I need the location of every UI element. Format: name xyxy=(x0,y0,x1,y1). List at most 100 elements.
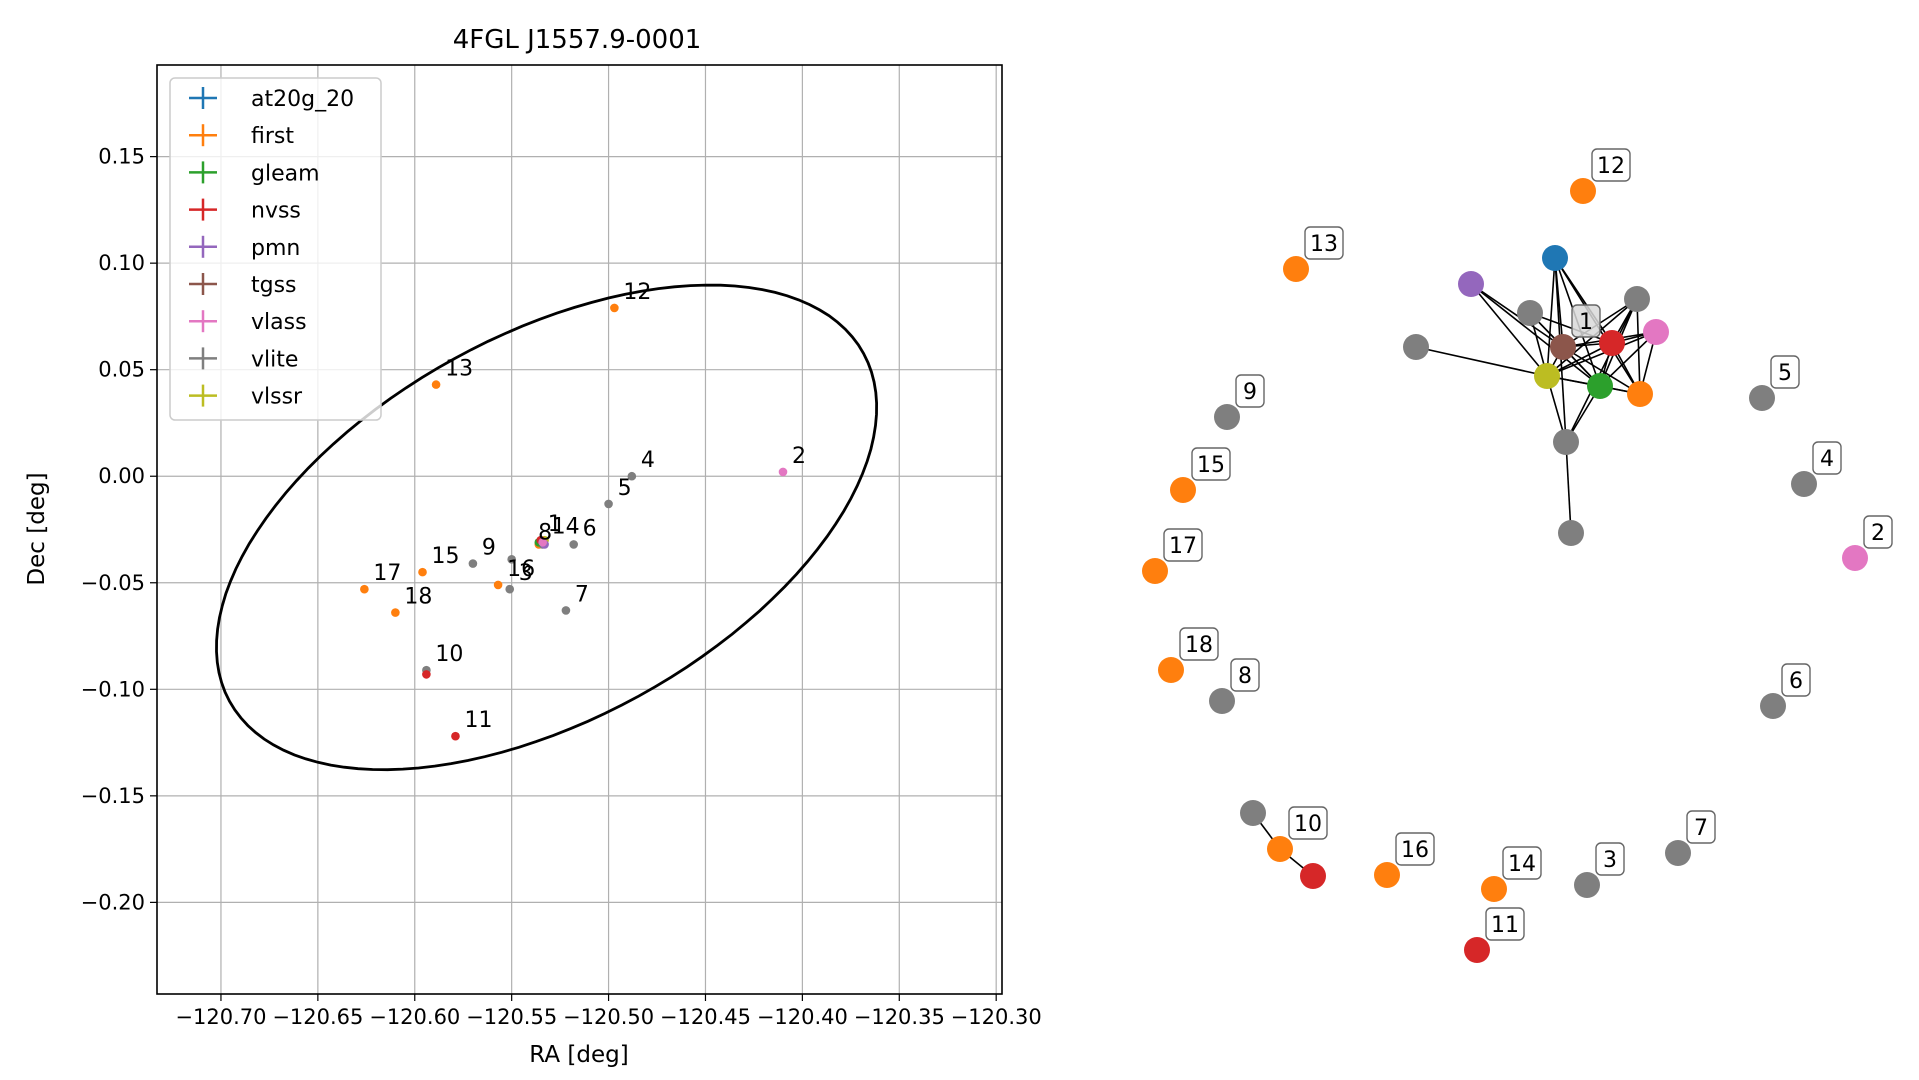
point-annotation: 2 xyxy=(792,444,806,469)
node-label-box xyxy=(1304,226,1344,260)
node-label-box xyxy=(1686,810,1716,844)
graph-node-vlite xyxy=(1558,520,1584,546)
graph-node-vlass xyxy=(1842,545,1868,571)
graph-node-vlite xyxy=(1665,840,1691,866)
x-tick-label: −120.40 xyxy=(757,1005,848,1029)
node-label: 8 xyxy=(1230,658,1260,692)
grid-layer xyxy=(157,65,1002,994)
graph-node-vlite xyxy=(1574,872,1600,898)
legend-entry: at20g_20 xyxy=(189,87,354,112)
node-label-box xyxy=(1595,842,1625,876)
node-label-box xyxy=(1163,528,1203,562)
graph-edge xyxy=(1546,331,1657,377)
point-annotation: 1 xyxy=(548,512,562,537)
node-label-box xyxy=(1781,663,1811,697)
y-tick-label: −0.15 xyxy=(81,784,145,808)
graph-node-first xyxy=(1570,178,1596,204)
graph-edge xyxy=(1415,346,1548,377)
legend-entry: vlite xyxy=(189,347,298,372)
graph-edge xyxy=(1562,346,1641,395)
data-point-vlite xyxy=(468,559,478,568)
x-tick-label: −120.30 xyxy=(951,1005,1042,1029)
x-axis-ticks: −120.70 −120.65 −120.60 −120.55 −120.50 −120.… xyxy=(175,994,1042,1029)
point-annotation: 6 xyxy=(583,516,597,541)
graph-edge xyxy=(1565,441,1572,534)
node-label-text: 2 xyxy=(1871,521,1885,546)
data-point-vlite xyxy=(505,584,515,594)
legend-entry: first xyxy=(189,124,294,149)
data-point-first xyxy=(391,608,400,617)
node-label-box xyxy=(1770,355,1800,389)
graph-node-vlite xyxy=(1760,693,1786,719)
node-label: 4 xyxy=(1812,441,1842,475)
graph-edge xyxy=(1546,257,1556,377)
point-annotation: 9 xyxy=(482,536,496,561)
node-label-box xyxy=(1571,304,1601,338)
graph-edge xyxy=(1529,312,1613,344)
node-label-text: 4 xyxy=(1820,447,1834,472)
graph-node-nvss xyxy=(1300,863,1326,889)
node-label: 17 xyxy=(1163,528,1203,562)
node-label: 5 xyxy=(1770,355,1800,389)
graph-node-nvss xyxy=(1599,330,1625,356)
node-label-box xyxy=(1485,907,1525,941)
graph-node-vlssr xyxy=(1534,363,1560,389)
points-layer xyxy=(360,303,788,741)
x-tick-label: −120.50 xyxy=(563,1005,654,1029)
y-tick-label: 0.05 xyxy=(98,358,145,382)
x-tick-label: −120.55 xyxy=(466,1005,557,1029)
graph-node-vlite xyxy=(1403,334,1429,360)
legend-label: nvss xyxy=(251,199,301,224)
node-label-text: 12 xyxy=(1597,154,1625,179)
x-tick-label: −120.65 xyxy=(272,1005,363,1029)
node-label: 12 xyxy=(1591,148,1631,182)
node-label-text: 10 xyxy=(1294,812,1322,837)
data-point-first xyxy=(493,580,503,590)
legend-entry: pmn xyxy=(189,235,300,261)
y-axis-ticks: 0.15 0.10 0.05 0.00 −0.05 −0.10 −0.15 −0.20 xyxy=(81,145,157,914)
graph-node-first xyxy=(1170,477,1196,503)
node-label: 6 xyxy=(1781,663,1811,697)
y-tick-label: −0.20 xyxy=(81,890,145,914)
node-label-box xyxy=(1591,148,1631,182)
graph-node-first xyxy=(1158,657,1184,683)
graph-node-vlite xyxy=(1209,688,1235,714)
graph-node-first xyxy=(1267,836,1293,862)
node-label: 7 xyxy=(1686,810,1716,844)
node-label-text: 5 xyxy=(1778,361,1792,386)
data-point-first xyxy=(431,380,441,389)
data-point-vlass xyxy=(538,537,547,547)
x-axis-label: RA [deg] xyxy=(529,1042,628,1068)
node-label-text: 14 xyxy=(1508,852,1536,877)
node-label: 3 xyxy=(1595,842,1625,876)
legend-label: pmn xyxy=(251,236,300,261)
y-axis-label: Dec [deg] xyxy=(24,472,50,585)
node-label: 14 xyxy=(1502,846,1542,880)
point-annotation: 15 xyxy=(432,544,460,569)
graph-node-tgss xyxy=(1550,334,1576,360)
graph-node-vlite xyxy=(1553,429,1579,455)
axes-frame xyxy=(156,64,1003,995)
x-tick-label: −120.70 xyxy=(175,1005,266,1029)
legend-entry: tgss xyxy=(189,273,297,298)
y-tick-label: −0.05 xyxy=(81,571,145,595)
node-label: 18 xyxy=(1179,627,1219,661)
node-label-layer: 1 12 13 9 15 17 18 8 5 4 2 6 7 3 14 11 16 10 xyxy=(1163,148,1893,941)
node-label: 13 xyxy=(1304,226,1344,260)
node-label-box xyxy=(1395,832,1435,866)
x-tick-label: −120.60 xyxy=(369,1005,460,1029)
data-point-vlite xyxy=(569,540,578,549)
point-annotation: 8 xyxy=(538,521,552,546)
legend-label: tgss xyxy=(251,273,297,298)
x-tick-label: −120.35 xyxy=(854,1005,945,1029)
node-label-box xyxy=(1863,515,1893,549)
legend-label: at20g_20 xyxy=(251,87,354,112)
node-layer xyxy=(1142,178,1868,963)
graph-edge xyxy=(1470,283,1564,348)
node-label-text: 1 xyxy=(1579,310,1593,335)
node-label-text: 6 xyxy=(1789,669,1803,694)
point-annotation: 14 xyxy=(552,514,580,539)
node-label: 11 xyxy=(1485,907,1525,941)
